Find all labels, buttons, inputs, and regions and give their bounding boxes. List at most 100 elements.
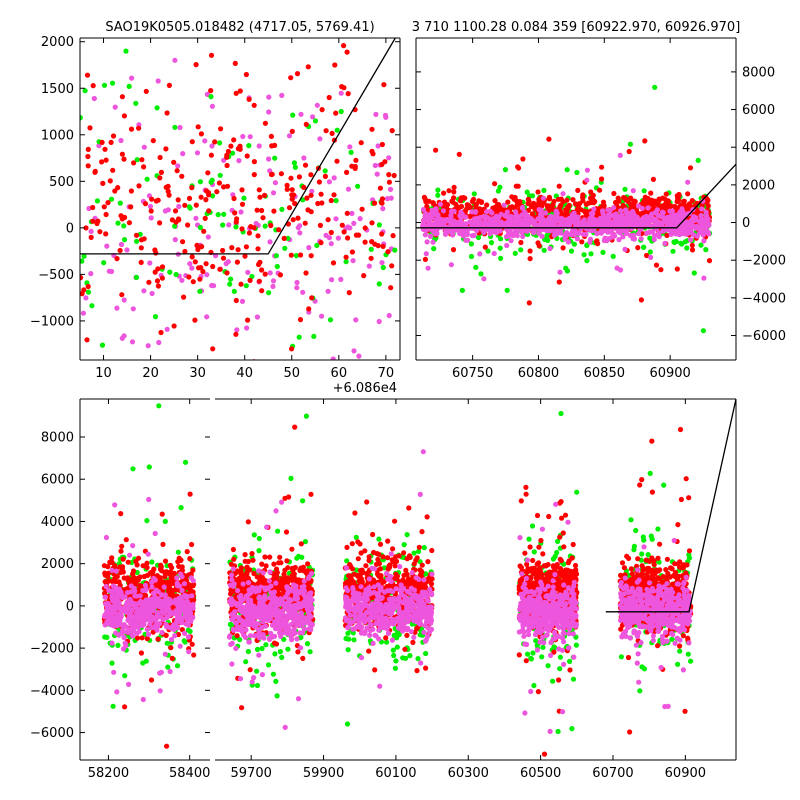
red-point: [652, 198, 658, 204]
magenta-point: [374, 171, 380, 177]
red-point: [218, 126, 224, 132]
magenta-point: [298, 111, 304, 117]
magenta-point: [705, 229, 711, 235]
green-point: [647, 470, 653, 476]
green-point: [541, 247, 547, 253]
magenta-point: [245, 269, 251, 275]
green-point: [639, 551, 645, 557]
magenta-point: [345, 186, 352, 192]
green-point: [299, 554, 305, 560]
red-point: [157, 154, 163, 161]
x-tick-label: 60800: [518, 366, 559, 381]
magenta-point: [185, 634, 191, 640]
green-point: [675, 661, 681, 667]
y-tick-label: −2000: [30, 642, 74, 657]
red-point: [319, 200, 325, 206]
red-point: [164, 110, 170, 116]
red-point: [277, 554, 283, 560]
green-point: [641, 188, 647, 194]
red-point: [556, 279, 562, 285]
magenta-point: [177, 598, 183, 605]
red-point: [329, 130, 335, 136]
green-point: [209, 177, 215, 183]
green-point: [695, 157, 701, 163]
magenta-point: [480, 214, 486, 220]
green-point: [254, 668, 260, 674]
magenta-point: [102, 622, 108, 628]
y-tick-label: −4000: [30, 684, 74, 699]
red-point: [285, 565, 291, 571]
red-point: [103, 157, 109, 163]
green-point: [259, 645, 265, 652]
green-point: [117, 200, 123, 206]
green-point: [110, 703, 116, 709]
bottom1-points: [226, 410, 694, 757]
magenta-point: [433, 231, 439, 237]
red-point: [119, 151, 125, 157]
red-point: [664, 232, 670, 238]
magenta-point: [129, 607, 135, 613]
green-point: [407, 653, 413, 659]
y-tick-label: −4000: [742, 291, 786, 306]
magenta-point: [656, 230, 662, 236]
red-point: [154, 278, 161, 284]
red-point: [195, 246, 201, 253]
green-point: [530, 650, 536, 656]
red-point: [81, 287, 87, 293]
magenta-point: [148, 215, 154, 221]
green-point: [529, 523, 536, 529]
red-point: [117, 247, 123, 254]
magenta-point: [538, 207, 544, 213]
magenta-point: [605, 207, 611, 213]
green-point: [275, 528, 281, 534]
green-point: [228, 621, 234, 628]
red-point: [144, 572, 151, 579]
red-point: [208, 88, 214, 94]
red-point: [635, 245, 641, 251]
magenta-point: [510, 223, 517, 229]
green-point: [435, 187, 441, 193]
red-point: [267, 554, 273, 560]
magenta-point: [106, 616, 112, 622]
magenta-point: [286, 133, 293, 139]
magenta-point: [448, 262, 454, 268]
magenta-point: [622, 227, 628, 233]
x-tick-label: 30: [189, 366, 206, 381]
magenta-point: [238, 209, 244, 215]
magenta-point: [698, 213, 704, 219]
magenta-point: [159, 592, 165, 598]
red-point: [557, 204, 563, 210]
red-point: [344, 169, 350, 175]
green-point: [498, 255, 504, 261]
magenta-point: [104, 601, 111, 608]
red-point: [168, 569, 174, 575]
red-point: [158, 568, 165, 574]
red-point: [212, 139, 218, 145]
green-point: [391, 652, 397, 659]
red-point: [391, 172, 397, 179]
magenta-point: [350, 258, 356, 264]
magenta-point: [673, 231, 679, 237]
red-point: [564, 197, 570, 203]
green-point: [648, 533, 654, 539]
red-point: [90, 83, 96, 89]
red-point: [152, 247, 158, 253]
red-point: [369, 148, 375, 154]
bottom-panel: 58200 58400−6000−4000−2000020004000600080…: [30, 398, 737, 781]
green-point: [637, 688, 643, 694]
red-point: [243, 244, 249, 250]
magenta-point: [121, 634, 127, 641]
red-point: [234, 259, 240, 265]
green-point: [174, 663, 181, 669]
red-point: [292, 200, 298, 207]
red-point: [507, 204, 513, 211]
green-point: [568, 248, 575, 254]
magenta-point: [121, 333, 127, 339]
red-point: [282, 495, 288, 501]
red-point: [599, 203, 606, 209]
magenta-point: [635, 203, 642, 209]
red-point: [168, 645, 174, 651]
red-point: [248, 224, 254, 230]
green-point: [703, 247, 709, 253]
magenta-point: [157, 670, 163, 676]
